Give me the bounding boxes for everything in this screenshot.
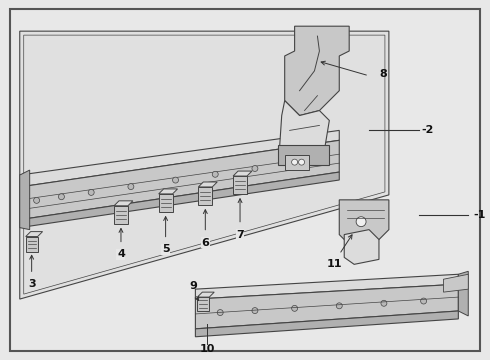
Circle shape (217, 310, 223, 315)
Circle shape (298, 159, 305, 165)
Polygon shape (198, 187, 212, 205)
Polygon shape (280, 100, 329, 155)
Polygon shape (197, 292, 214, 297)
Circle shape (58, 194, 64, 200)
Circle shape (172, 177, 178, 183)
Text: 4: 4 (117, 249, 125, 260)
Circle shape (381, 300, 387, 306)
Polygon shape (285, 26, 349, 116)
Polygon shape (339, 200, 389, 247)
Polygon shape (196, 311, 458, 337)
Polygon shape (159, 189, 177, 194)
Text: 10: 10 (199, 344, 215, 354)
Circle shape (336, 303, 342, 309)
Polygon shape (233, 176, 247, 194)
Text: 9: 9 (190, 281, 197, 291)
Circle shape (252, 166, 258, 171)
Polygon shape (25, 237, 38, 252)
Circle shape (292, 305, 297, 311)
Polygon shape (114, 206, 128, 224)
Polygon shape (159, 194, 172, 212)
Polygon shape (25, 231, 43, 237)
Polygon shape (443, 274, 468, 292)
Polygon shape (344, 230, 379, 264)
Polygon shape (285, 155, 310, 170)
Text: 11: 11 (326, 259, 342, 269)
Polygon shape (197, 297, 209, 311)
Text: 5: 5 (162, 244, 170, 255)
Circle shape (252, 307, 258, 314)
Text: -2: -2 (421, 125, 434, 135)
Circle shape (420, 298, 427, 304)
Polygon shape (20, 170, 30, 230)
Polygon shape (278, 145, 329, 165)
Polygon shape (198, 182, 217, 187)
Circle shape (292, 159, 297, 165)
Polygon shape (114, 201, 133, 206)
Polygon shape (196, 284, 458, 329)
Polygon shape (196, 274, 458, 299)
Polygon shape (458, 271, 468, 316)
Polygon shape (20, 31, 389, 299)
Circle shape (128, 184, 134, 190)
Text: 7: 7 (236, 230, 244, 239)
Circle shape (356, 217, 366, 227)
Circle shape (34, 197, 40, 203)
Circle shape (88, 189, 94, 195)
Polygon shape (20, 130, 339, 187)
Polygon shape (20, 172, 339, 228)
Polygon shape (20, 140, 339, 220)
Circle shape (212, 171, 218, 177)
Text: 3: 3 (28, 279, 35, 289)
Text: 6: 6 (201, 238, 209, 248)
Circle shape (292, 160, 297, 166)
Polygon shape (233, 171, 252, 176)
Text: 8: 8 (379, 69, 387, 79)
Text: -1: -1 (473, 210, 486, 220)
